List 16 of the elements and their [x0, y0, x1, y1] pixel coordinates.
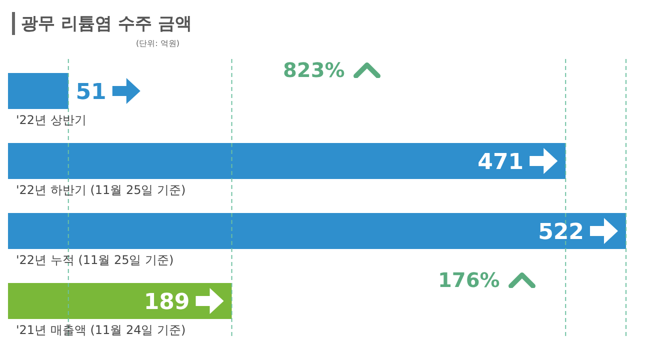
y-tick-label: '22년 하반기 (11월 25일 기준): [16, 183, 186, 197]
data-label: 471: [478, 150, 524, 175]
annotation: 823%: [283, 58, 345, 82]
bar: [8, 213, 626, 249]
data-label: 51: [76, 80, 106, 105]
chart-subtitle: (단위: 억원): [136, 38, 180, 49]
y-tick-label: '22년 상반기: [16, 113, 86, 127]
data-label: 522: [538, 220, 584, 245]
bar: [8, 73, 68, 109]
y-tick-label: '22년 누적 (11월 25일 기준): [16, 253, 174, 267]
data-label: 189: [144, 290, 190, 315]
bar: [8, 283, 232, 319]
y-tick-label: '21년 매출액 (11월 24일 기준): [16, 323, 186, 337]
annotation: 176%: [438, 268, 500, 292]
bar: [8, 143, 566, 179]
chart-title: 광무 리튬염 수주 금액: [12, 12, 192, 35]
